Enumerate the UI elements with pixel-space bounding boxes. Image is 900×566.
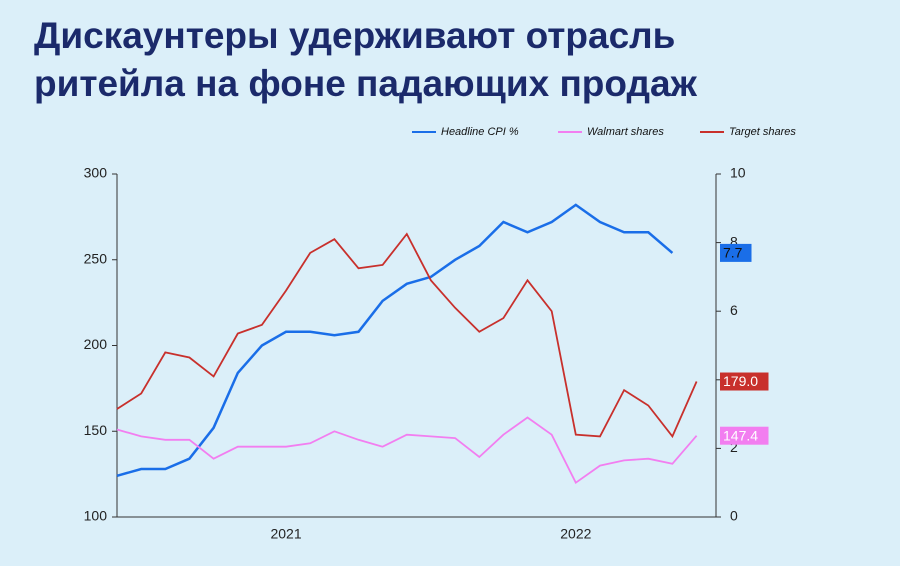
series-line <box>116 203 674 478</box>
value-label: 7.7 <box>723 245 743 261</box>
x-tick-label: 2021 <box>270 526 301 542</box>
y-tick-label: 200 <box>84 336 108 352</box>
series-line <box>116 232 698 439</box>
y2-tick-label: 8 <box>730 233 738 249</box>
value-label-box <box>720 372 769 391</box>
value-label: 179.0 <box>723 373 758 389</box>
chart-title: ритейла на фоне падающих продаж <box>34 63 698 104</box>
y-tick-label: 100 <box>84 508 108 524</box>
chart-title: Дискаунтеры удерживают отрасль <box>34 15 675 56</box>
y-tick-label: 250 <box>84 250 108 266</box>
x-tick-label: 2022 <box>560 526 591 542</box>
value-label-box <box>720 243 752 262</box>
legend-label: Headline CPI % <box>441 126 519 138</box>
y2-tick-label: 10 <box>730 165 746 181</box>
value-label-box <box>720 426 769 445</box>
y2-tick-label: 6 <box>730 302 738 318</box>
series-line <box>116 416 698 485</box>
y-tick-label: 300 <box>84 165 108 181</box>
y2-tick-label: 0 <box>730 508 738 524</box>
y-tick-label: 150 <box>84 422 108 438</box>
value-label: 147.4 <box>723 427 758 443</box>
legend-label: Walmart shares <box>587 126 664 138</box>
legend-label: Target shares <box>729 126 796 138</box>
y2-tick-label: 2 <box>730 439 738 455</box>
